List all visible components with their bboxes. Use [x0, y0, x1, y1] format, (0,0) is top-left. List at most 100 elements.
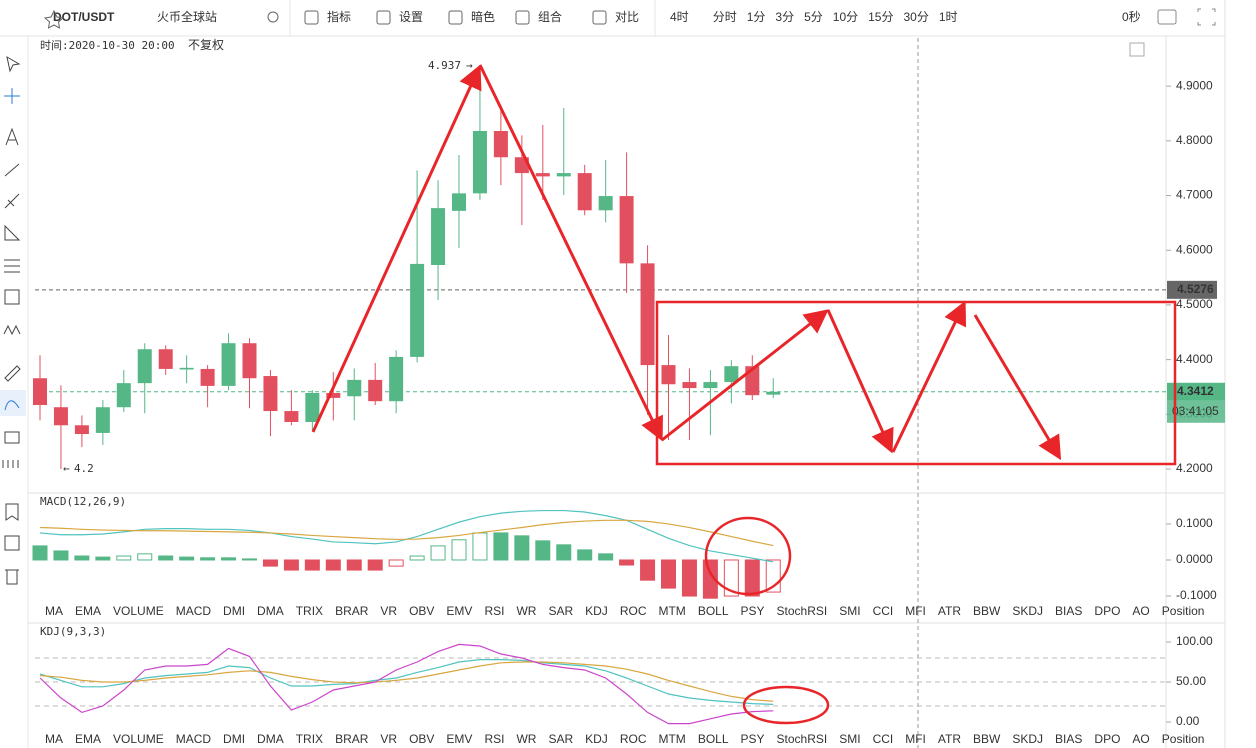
indicator-tab[interactable]: WR [516, 732, 536, 746]
indicator-tab[interactable]: Position [1162, 604, 1205, 618]
indicator-tab[interactable]: KDJ [585, 732, 608, 746]
indicator-tab[interactable]: MA [45, 604, 63, 618]
indicator-tab[interactable]: MACD [176, 732, 212, 746]
indicator-tab[interactable]: CCI [873, 604, 894, 618]
bookmark-tool[interactable] [5, 503, 19, 521]
indicator-tab[interactable]: CCI [873, 732, 894, 746]
indicator-tab[interactable]: VR [380, 732, 397, 746]
indicator-tab[interactable]: DPO [1094, 604, 1120, 618]
toolbar-button[interactable]: 设置 [399, 10, 423, 24]
tool-icon[interactable] [592, 10, 607, 25]
indicator-tab[interactable]: WR [516, 604, 536, 618]
adjust-mode[interactable]: 不复权 [188, 38, 224, 52]
indicator-tab[interactable]: MTM [658, 604, 685, 618]
indicator-tab[interactable]: ATR [938, 732, 961, 746]
interval-button[interactable]: 15分 [868, 10, 893, 24]
triangle-tool[interactable] [4, 224, 21, 241]
indicator-tab[interactable]: SAR [548, 604, 573, 618]
star-icon[interactable] [43, 9, 65, 29]
toolbar-button[interactable]: 暗色 [471, 9, 495, 24]
ruler-tool[interactable] [4, 365, 21, 382]
indicator-tab[interactable]: KDJ [585, 604, 608, 618]
indicator-tab[interactable]: MFI [905, 604, 926, 618]
indicator-tab[interactable]: DPO [1094, 732, 1120, 746]
toolbar-button[interactable]: 组合 [538, 9, 562, 24]
indicator-tab[interactable]: BIAS [1055, 604, 1082, 618]
indicator-tab[interactable]: PSY [741, 604, 765, 618]
expand-icon[interactable] [1129, 42, 1145, 57]
indicator-tab[interactable]: VOLUME [113, 604, 164, 618]
indicator-tab[interactable]: EMV [446, 604, 472, 618]
indicator-tab[interactable]: MTM [658, 732, 685, 746]
camera-icon[interactable] [1157, 9, 1177, 25]
lock-tool[interactable] [4, 431, 20, 444]
fullscreen-icon[interactable] [1197, 8, 1216, 26]
indicator-tab[interactable]: AO [1132, 732, 1149, 746]
indicator-tab[interactable]: ROC [620, 732, 647, 746]
symbol[interactable]: DOT/USDT [53, 10, 115, 24]
indicator-tab[interactable]: Position [1162, 732, 1205, 746]
rect-tool[interactable] [4, 289, 20, 305]
indicator-tab[interactable]: SKDJ [1012, 604, 1043, 618]
indicator-tab[interactable]: DMI [223, 604, 245, 618]
template-tool[interactable] [4, 535, 20, 551]
line-tool[interactable] [4, 163, 20, 177]
indicator-tab[interactable]: PSY [741, 732, 765, 746]
tool-icon[interactable] [304, 10, 319, 25]
indicator-tab[interactable]: BIAS [1055, 732, 1082, 746]
toolbar-button[interactable]: 指标 [327, 9, 351, 24]
indicator-tab[interactable]: TRIX [296, 604, 323, 618]
interval-button[interactable]: 10分 [833, 10, 858, 24]
interval-button[interactable]: 1分 [747, 10, 766, 24]
interval-button[interactable]: 1时 [939, 10, 958, 24]
indicator-tab[interactable]: ROC [620, 604, 647, 618]
indicator-tab[interactable]: VR [380, 604, 397, 618]
indicator-tab[interactable]: OBV [409, 732, 434, 746]
indicator-tab[interactable]: EMA [75, 732, 101, 746]
indicator-tab[interactable]: MFI [905, 732, 926, 746]
fib-tool[interactable] [4, 259, 20, 273]
interval-button[interactable]: 30分 [903, 10, 928, 24]
tool-icon[interactable] [376, 10, 391, 25]
indicator-tab[interactable]: MA [45, 732, 63, 746]
indicator-tab[interactable]: DMA [257, 604, 284, 618]
brush-tool[interactable] [4, 400, 20, 411]
indicator-tab[interactable]: BOLL [698, 732, 729, 746]
text-tool[interactable] [5, 127, 19, 146]
interval-button[interactable]: 5分 [804, 10, 823, 24]
indicator-tab[interactable]: BRAR [335, 732, 369, 746]
toolbar-button[interactable]: 对比 [615, 10, 639, 24]
indicator-tab[interactable]: StochRSI [777, 732, 828, 746]
indicator-tab[interactable]: DMA [257, 732, 284, 746]
channel-tool[interactable] [4, 193, 20, 209]
indicator-tab[interactable]: SMI [839, 732, 860, 746]
indicator-tab[interactable]: StochRSI [777, 604, 828, 618]
indicator-tab[interactable]: EMV [446, 732, 472, 746]
interval-button[interactable]: 4时 [670, 10, 689, 24]
indicator-tab[interactable]: AO [1132, 604, 1149, 618]
indicator-tab[interactable]: VOLUME [113, 732, 164, 746]
wave-tool[interactable] [3, 324, 21, 336]
indicator-tab[interactable]: BOLL [698, 604, 729, 618]
indicator-tab[interactable]: SKDJ [1012, 732, 1043, 746]
indicator-tab[interactable]: BBW [973, 732, 1001, 746]
interval-button[interactable]: 3分 [775, 10, 794, 24]
indicator-tab[interactable]: EMA [75, 604, 101, 618]
indicator-tab[interactable]: BBW [973, 604, 1001, 618]
indicator-tab[interactable]: OBV [409, 604, 434, 618]
tool-icon[interactable] [448, 10, 463, 25]
cursor-tool[interactable] [6, 55, 21, 73]
tool-icon[interactable] [515, 10, 530, 25]
indicator-tab[interactable]: RSI [484, 604, 504, 618]
indicator-tab[interactable]: DMI [223, 732, 245, 746]
visibility-tool[interactable] [2, 460, 19, 468]
indicator-tab[interactable]: MACD [176, 604, 212, 618]
indicator-tab[interactable]: ATR [938, 604, 961, 618]
interval-button[interactable]: 分时 [713, 10, 737, 24]
indicator-tab[interactable]: RSI [484, 732, 504, 746]
indicator-tab[interactable]: BRAR [335, 604, 369, 618]
crosshair-tool[interactable] [4, 88, 20, 104]
search-icon[interactable] [267, 11, 279, 23]
indicator-tab[interactable]: TRIX [296, 732, 323, 746]
indicator-tab[interactable]: SAR [548, 732, 573, 746]
